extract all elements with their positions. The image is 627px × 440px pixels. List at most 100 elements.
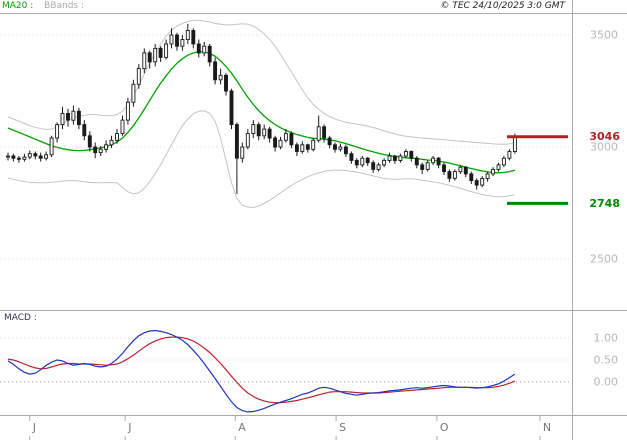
candle-body bbox=[66, 112, 70, 121]
candle-body bbox=[278, 139, 283, 148]
candle-body bbox=[458, 166, 463, 173]
candle-body bbox=[273, 137, 278, 148]
candle-body bbox=[316, 126, 321, 141]
level-label: 2748 bbox=[589, 197, 620, 210]
candle-body bbox=[436, 157, 441, 166]
candle-body bbox=[87, 135, 92, 148]
candle-body bbox=[425, 162, 430, 170]
candle-body bbox=[349, 153, 354, 161]
candle-body bbox=[202, 45, 207, 54]
candle-body bbox=[147, 52, 152, 63]
bollinger-lower-line bbox=[7, 110, 516, 209]
candle-body bbox=[104, 144, 109, 150]
month-label: N bbox=[543, 421, 551, 434]
candle-body bbox=[376, 164, 381, 170]
candle-body bbox=[414, 157, 419, 166]
candle-body bbox=[251, 124, 256, 135]
candle-body bbox=[6, 155, 10, 158]
price-tick-label: 2500 bbox=[590, 253, 618, 266]
candle-body bbox=[98, 148, 103, 154]
candle-body bbox=[169, 34, 174, 45]
candle-body bbox=[125, 101, 130, 121]
candle-body bbox=[267, 128, 272, 139]
candle-body bbox=[507, 151, 512, 159]
candle-body bbox=[300, 144, 305, 152]
candle-body bbox=[245, 133, 250, 148]
price-tick-label: 3000 bbox=[590, 141, 618, 154]
candle-body bbox=[283, 133, 288, 141]
candle-body bbox=[76, 110, 81, 126]
candle-body bbox=[311, 139, 316, 150]
candle-body bbox=[164, 43, 169, 58]
candle-body bbox=[38, 155, 43, 159]
candle-body bbox=[431, 157, 436, 164]
candle-body bbox=[501, 157, 506, 166]
candle-body bbox=[365, 157, 370, 164]
bollinger-upper-line bbox=[7, 19, 516, 145]
ma20-legend-label: MA20 : bbox=[2, 1, 34, 11]
candle-body bbox=[33, 153, 38, 157]
candle-body bbox=[392, 155, 397, 161]
candle-body bbox=[485, 173, 490, 179]
candle-body bbox=[474, 180, 479, 186]
candle-body bbox=[294, 144, 299, 152]
candle-body bbox=[44, 154, 49, 159]
candle-body bbox=[229, 90, 234, 126]
candle-body bbox=[158, 47, 163, 58]
candle-body bbox=[213, 61, 218, 81]
candle-body bbox=[11, 155, 16, 159]
month-label: J bbox=[127, 421, 131, 434]
level-label: 3046 bbox=[589, 130, 620, 143]
candle-body bbox=[322, 126, 327, 139]
macd-tick-label: 0.00 bbox=[594, 376, 619, 389]
macd-tick-label: 1.00 bbox=[594, 332, 619, 345]
candle-body bbox=[218, 74, 223, 81]
price-tick-label: 3500 bbox=[590, 29, 618, 42]
candle-body bbox=[240, 146, 245, 159]
copyright-text: © TEC 24/10/2025 3:0 GMT bbox=[440, 1, 565, 11]
macd-signal-line bbox=[7, 336, 516, 404]
candle-body bbox=[115, 133, 119, 141]
candle-body bbox=[22, 156, 27, 160]
macd-tick-label: 0.50 bbox=[594, 354, 619, 367]
ma20-line bbox=[7, 51, 516, 174]
candle-body bbox=[403, 151, 408, 157]
macd-line bbox=[7, 329, 516, 413]
candle-body bbox=[234, 124, 239, 159]
candle-body bbox=[153, 47, 158, 63]
candle-body bbox=[409, 151, 414, 159]
candle-body bbox=[289, 133, 294, 146]
candle-body bbox=[262, 128, 267, 137]
chart-legend: MA20 : BBands : bbox=[2, 1, 84, 12]
candle-body bbox=[442, 164, 446, 173]
candle-body bbox=[109, 139, 114, 146]
candle-body bbox=[447, 171, 452, 179]
month-label: O bbox=[440, 421, 449, 434]
candle-body bbox=[131, 83, 136, 103]
candle-body bbox=[480, 177, 485, 186]
candle-body bbox=[191, 30, 196, 45]
candle-body bbox=[371, 162, 376, 170]
candle-body bbox=[382, 159, 387, 166]
candle-body bbox=[333, 144, 337, 150]
candle-body bbox=[452, 171, 457, 179]
candle-body bbox=[354, 159, 359, 166]
month-label: S bbox=[339, 421, 346, 434]
candle-body bbox=[196, 43, 201, 54]
candle-body bbox=[305, 144, 310, 150]
candle-body bbox=[16, 157, 21, 160]
candle-body bbox=[136, 68, 141, 85]
candle-body bbox=[207, 45, 212, 63]
candle-body bbox=[27, 153, 32, 158]
candle-body bbox=[93, 146, 98, 154]
candle-body bbox=[512, 136, 517, 152]
candle-body bbox=[463, 166, 468, 175]
candle-body bbox=[180, 39, 185, 47]
candle-body bbox=[496, 164, 501, 170]
candle-body bbox=[327, 137, 332, 146]
candle-body bbox=[142, 52, 147, 70]
candle-body bbox=[49, 137, 54, 156]
candle-body bbox=[469, 173, 474, 182]
